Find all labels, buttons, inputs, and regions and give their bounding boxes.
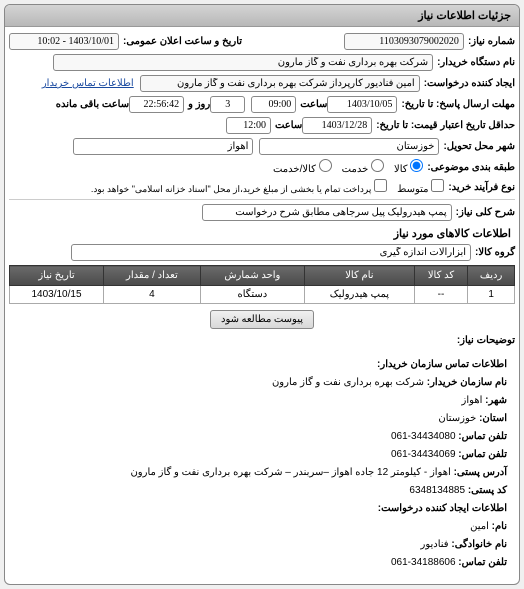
- th-date: تاریخ نیاز: [10, 266, 104, 286]
- announce-input[interactable]: [9, 33, 119, 50]
- explain-label: توضیحات نیاز:: [457, 335, 515, 346]
- req-phone-val: 34188606-061: [391, 557, 456, 568]
- creator-input[interactable]: [140, 75, 420, 92]
- radio-kala[interactable]: [410, 159, 423, 172]
- req-phone-label: تلفن تماس:: [458, 557, 507, 568]
- contact-title: اطلاعات تماس سازمان خریدار:: [377, 359, 507, 370]
- goods-group-input[interactable]: [71, 244, 471, 261]
- goods-section-title: اطلاعات کالاهای مورد نیاز: [13, 227, 511, 240]
- radio-kalakhadamat[interactable]: [319, 159, 332, 172]
- time-remain[interactable]: [129, 96, 184, 113]
- deadline-reply-time[interactable]: [251, 96, 296, 113]
- req-name-val: امین: [470, 521, 489, 532]
- req-name-label: نام:: [492, 521, 507, 532]
- contact-block: اطلاعات تماس سازمان خریدار: نام سازمان خ…: [9, 350, 515, 578]
- th-code: کد کالا: [414, 266, 467, 286]
- days-left[interactable]: [210, 96, 245, 113]
- price-validity-label: حداقل تاریخ اعتبار قیمت: تا تاریخ:: [376, 120, 515, 131]
- subject-class-label: طبقه بندی موضوعی:: [427, 162, 515, 173]
- saat-label-1: ساعت: [300, 99, 327, 110]
- cb-motavaset[interactable]: [431, 179, 444, 192]
- saat-remain-suffix: ساعت باقی مانده: [56, 99, 129, 110]
- radio-kalakhadamat-label[interactable]: کالا/خدمت: [273, 159, 332, 175]
- saat-label-2: ساعت: [275, 120, 302, 131]
- org-name: شرکت بهره برداری نفت و گاز مارون: [272, 377, 424, 388]
- niaz-title-input[interactable]: [202, 204, 452, 221]
- fax-val: 34434069-061: [391, 449, 456, 460]
- address-val: اهواز - کیلومتر 12 جاده اهواز –سربندر – …: [130, 467, 450, 478]
- province-label: استان:: [479, 413, 507, 424]
- deadline-reply-label: مهلت ارسال پاسخ: تا تاریخ:: [401, 99, 515, 110]
- fax-label: تلفن تماس:: [458, 449, 507, 460]
- delivery-city-input[interactable]: [73, 138, 253, 155]
- city-val: اهواز: [462, 395, 483, 406]
- goods-group-label: گروه کالا:: [475, 247, 515, 258]
- province-val: خوزستان: [438, 413, 476, 424]
- buyer-device-label: نام دستگاه خریدار:: [437, 57, 515, 68]
- roz-va-label: روز و: [188, 99, 210, 110]
- radio-khadamat[interactable]: [371, 159, 384, 172]
- th-row: ردیف: [468, 266, 515, 286]
- goods-table: ردیف کد کالا نام کالا واحد شمارش تعداد /…: [9, 265, 515, 304]
- city-label: شهر:: [485, 395, 507, 406]
- price-validity-date[interactable]: [302, 117, 372, 134]
- process-type-label: نوع فرآیند خرید:: [448, 182, 515, 193]
- creator-contact-link[interactable]: اطلاعات تماس خریدار: [42, 78, 134, 89]
- cb-process-text[interactable]: [374, 179, 387, 192]
- req-creator-title: اطلاعات ایجاد کننده درخواست:: [378, 503, 507, 514]
- phone-val: 34434080-061: [391, 431, 456, 442]
- phone-label: تلفن تماس:: [458, 431, 507, 442]
- panel-title: جزئیات اطلاعات نیاز: [5, 5, 519, 27]
- niaz-number-input[interactable]: [344, 33, 464, 50]
- req-lname-label: نام خانوادگی:: [451, 539, 507, 550]
- cb-process-text-label[interactable]: پرداخت تمام یا بخشی از مبلغ خرید،از محل …: [91, 179, 387, 195]
- delivery-city-label: شهر محل تحویل:: [443, 141, 515, 152]
- details-panel: جزئیات اطلاعات نیاز شماره نیاز: تاریخ و …: [4, 4, 520, 585]
- price-validity-time[interactable]: [226, 117, 271, 134]
- niaz-title-label: شرح کلی نیاز:: [456, 207, 515, 218]
- th-name: نام کالا: [304, 266, 414, 286]
- creator-label: ایجاد کننده درخواست:: [424, 78, 515, 89]
- table-row[interactable]: 1 -- پمپ هیدرولیک دستگاه 4 1403/10/15: [10, 286, 515, 304]
- buyer-device-input[interactable]: [53, 54, 433, 71]
- deadline-reply-date[interactable]: [327, 96, 397, 113]
- cb-motavaset-label[interactable]: متوسط: [397, 179, 444, 195]
- address-label: آدرس پستی:: [454, 467, 507, 478]
- radio-kala-label[interactable]: کالا: [394, 159, 423, 175]
- watermark-area: ردیف کد کالا نام کالا واحد شمارش تعداد /…: [9, 265, 515, 304]
- attachment-button[interactable]: پیوست مطالعه شود: [210, 310, 314, 329]
- niaz-number-label: شماره نیاز:: [468, 36, 515, 47]
- radio-khadamat-label[interactable]: خدمت: [342, 159, 384, 175]
- org-name-label: نام سازمان خریدار:: [427, 377, 507, 388]
- postal-label: کد پستی:: [468, 485, 507, 496]
- req-lname-val: فنادیور: [421, 539, 449, 550]
- delivery-province-input[interactable]: [259, 138, 439, 155]
- th-unit: واحد شمارش: [200, 266, 304, 286]
- th-qty: تعداد / مقدار: [104, 266, 201, 286]
- postal-val: 6348134885: [409, 485, 465, 496]
- announce-label: تاریخ و ساعت اعلان عمومی:: [123, 36, 242, 47]
